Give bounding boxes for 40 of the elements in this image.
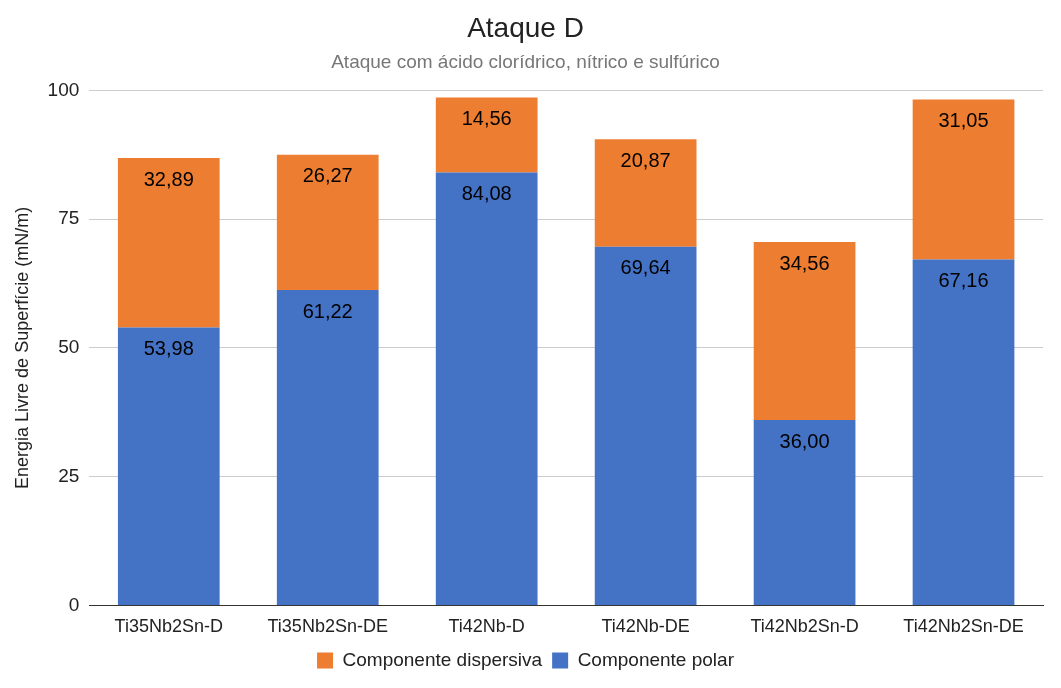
bar xyxy=(276,290,379,605)
data-label: 36,00 xyxy=(779,429,830,452)
data-label: 67,16 xyxy=(938,269,989,292)
bar xyxy=(435,97,538,173)
data-label: 34,56 xyxy=(779,251,830,274)
data-label: 61,22 xyxy=(302,299,353,322)
bar xyxy=(276,154,379,291)
bar xyxy=(594,139,697,247)
chart-subtitle: Ataque com ácido clorídrico, nítrico e sulfúrico xyxy=(331,51,720,73)
data-label: 14,56 xyxy=(461,106,512,129)
y-axis-title: Energia Livre de Superfície (mN/m) xyxy=(11,206,32,489)
legend-label: Componente polar xyxy=(577,648,735,670)
bar xyxy=(435,172,538,605)
y-tick-label: 75 xyxy=(58,207,80,229)
y-tick-label: 100 xyxy=(47,78,80,100)
x-tick-label: Ti35Nb2Sn-D xyxy=(114,616,223,637)
bar xyxy=(753,420,856,605)
y-tick-label: 50 xyxy=(58,336,80,358)
data-label: 53,98 xyxy=(143,336,194,359)
data-label: 32,89 xyxy=(143,167,194,190)
y-tick-label: 0 xyxy=(68,593,80,615)
bar xyxy=(912,259,1015,605)
data-label: 84,08 xyxy=(461,181,512,204)
x-tick-label: Ti42Nb-D xyxy=(448,616,525,637)
x-tick-label: Ti35Nb2Sn-DE xyxy=(267,616,388,637)
bar xyxy=(117,327,220,605)
x-tick-label: Ti42Nb2Sn-DE xyxy=(903,616,1024,637)
y-tick-label: 25 xyxy=(58,464,80,486)
data-label: 26,27 xyxy=(302,164,353,187)
x-tick-label: Ti42Nb-DE xyxy=(601,616,690,637)
x-tick-label: Ti42Nb2Sn-D xyxy=(750,616,859,637)
bar xyxy=(753,242,856,420)
bar xyxy=(117,158,220,328)
data-label: 31,05 xyxy=(938,109,989,132)
bar xyxy=(912,99,1015,260)
data-label: 69,64 xyxy=(620,256,671,279)
bar xyxy=(594,246,697,605)
data-label: 20,87 xyxy=(620,148,671,171)
chart-title: Ataque D xyxy=(467,11,584,43)
legend-label: Componente dispersiva xyxy=(342,648,543,670)
